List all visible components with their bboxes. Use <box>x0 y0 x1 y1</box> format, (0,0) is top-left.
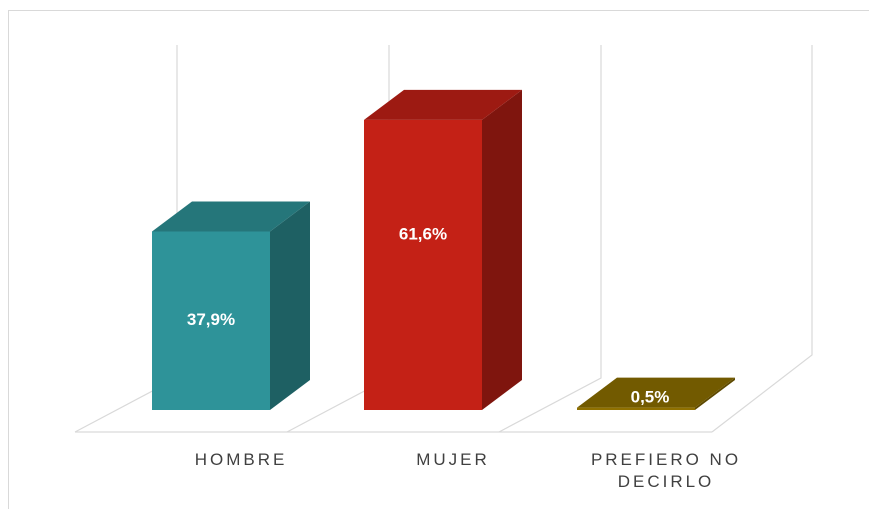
data-label: 61,6% <box>399 224 447 243</box>
bar-front <box>577 407 695 410</box>
bar-side <box>482 89 522 410</box>
x-tick-label: MUJER <box>416 450 490 469</box>
bar <box>152 201 310 410</box>
bar-front <box>152 231 270 410</box>
x-tick-label: PREFIERO NO DECIRLO <box>590 450 742 491</box>
bar <box>364 89 522 410</box>
bar-front <box>364 119 482 410</box>
data-label: 37,9% <box>187 310 235 329</box>
x-tick-label: HOMBRE <box>194 450 288 469</box>
wall-line <box>711 45 813 433</box>
bar-top <box>364 89 522 120</box>
bar <box>577 377 735 410</box>
bar-side <box>695 377 735 410</box>
wall-line <box>498 45 602 433</box>
data-label: 0,5% <box>631 387 670 406</box>
chart-frame <box>8 10 869 509</box>
bar-top <box>152 201 310 232</box>
bar-side <box>270 201 310 410</box>
bar-top <box>577 377 735 408</box>
